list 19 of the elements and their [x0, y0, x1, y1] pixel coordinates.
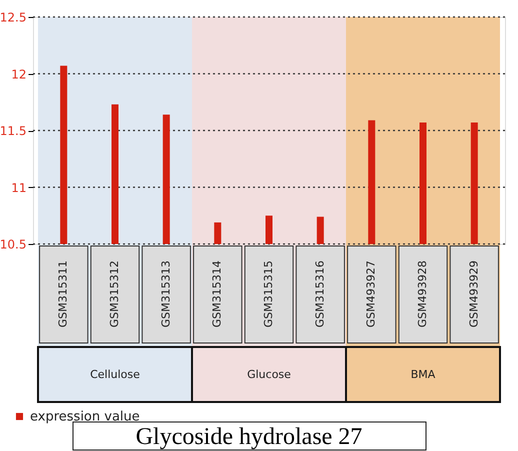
band-label: Cellulose [90, 368, 140, 381]
y-tick-label: 12.5 [0, 10, 26, 24]
x-tick-label: GSM315316 [313, 260, 326, 328]
x-tick-label: GSM315312 [108, 260, 121, 328]
x-tick-label: GSM493927 [364, 260, 378, 328]
x-tick-label: GSM493929 [467, 260, 480, 328]
y-tick-label: 10.5 [0, 238, 26, 252]
x-tick-label: GSM493928 [416, 260, 429, 328]
legend-label: expression value [30, 410, 140, 424]
x-tick-label: GSM315315 [262, 260, 275, 328]
x-tick-label: GSM315313 [159, 260, 172, 328]
band-label: Glucose [247, 368, 292, 381]
y-tick-label: 11.5 [0, 124, 26, 138]
x-tick-label: GSM315311 [56, 260, 70, 328]
band-label: BMA [410, 368, 436, 381]
y-tick-label: 12 [11, 67, 26, 82]
text: Glycoside hydrolase 27 [136, 424, 362, 450]
x-tick-label: GSM315314 [210, 260, 224, 328]
y-tick-label: 11 [11, 180, 26, 195]
